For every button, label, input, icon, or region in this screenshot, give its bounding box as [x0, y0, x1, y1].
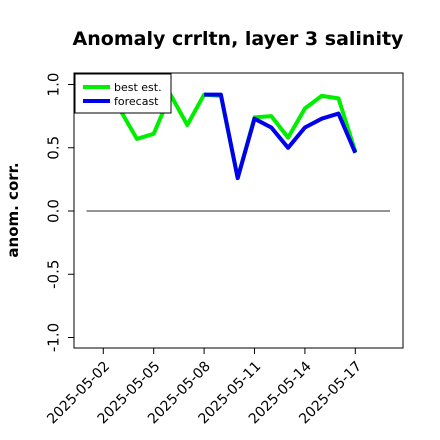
y-tick-label-1-0: 1.0 [45, 73, 63, 97]
chart-marks [86, 92, 390, 212]
y-tick-label-0-5: 0.5 [45, 136, 63, 160]
y-axis-label: anom. corr. [4, 162, 22, 257]
chart-title: Anomaly crrltn, layer 3 salinity [73, 28, 404, 50]
legend-label-forecast: forecast [114, 95, 159, 108]
legend-box [74, 73, 172, 114]
series-line-forecast [204, 92, 358, 181]
y-tick-label-1-0: -1.0 [45, 323, 63, 352]
y-tick-label-0-0: 0.0 [45, 199, 63, 223]
legend: best est. forecast [74, 73, 172, 114]
legend-label-best-est: best est. [114, 81, 162, 94]
y-tick-label-0-5: -0.5 [45, 260, 63, 289]
axes: -1.0-0.50.00.51.02025-05-022025-05-05202… [44, 73, 365, 428]
